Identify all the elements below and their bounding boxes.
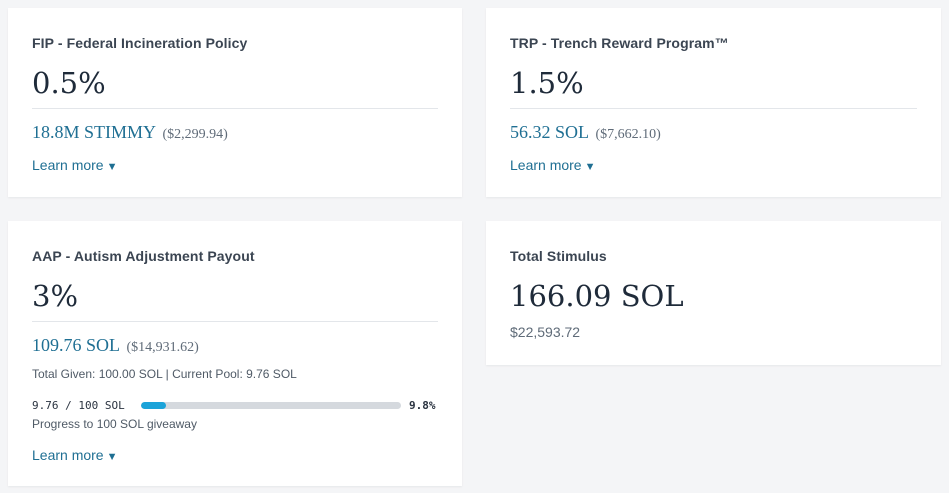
fip-learn-more-link[interactable]: Learn more ▼ (32, 156, 117, 176)
aap-percent: 3% (32, 279, 79, 313)
aap-amount-usd: ($14,931.62) (126, 340, 199, 355)
total-title: Total Stimulus (510, 248, 607, 264)
trp-amount-usd: ($7,662.10) (595, 127, 661, 142)
fip-amount-row: 18.8M STIMMY ($2,299.94) (32, 121, 438, 146)
aap-progress-percent: 9.8% (409, 398, 436, 412)
aap-divider (32, 321, 438, 322)
fip-amount: 18.8M STIMMY (32, 122, 157, 142)
trp-divider (510, 108, 917, 109)
aap-learn-more-label: Learn more (32, 447, 104, 463)
trp-amount-row: 56.32 SOL ($7,662.10) (510, 121, 917, 146)
aap-progress: 9.76 / 100 SOL 9.8% (32, 397, 438, 413)
fip-amount-usd: ($2,299.94) (162, 127, 228, 142)
aap-title: AAP - Autism Adjustment Payout (32, 248, 255, 264)
aap-progress-label: 9.76 / 100 SOL (32, 398, 125, 412)
trp-amount: 56.32 SOL (510, 122, 590, 142)
trp-learn-more-label: Learn more (510, 157, 582, 173)
trp-title: TRP - Trench Reward Program™ (510, 35, 729, 51)
trp-percent: 1.5% (510, 66, 584, 100)
trp-card: TRP - Trench Reward Program™ 1.5% 56.32 … (486, 8, 941, 197)
aap-progress-track (141, 401, 401, 409)
aap-amount-row: 109.76 SOL ($14,931.62) (32, 334, 438, 359)
aap-amount: 109.76 SOL (32, 335, 121, 355)
fip-card: FIP - Federal Incineration Policy 0.5% 1… (8, 8, 462, 197)
trp-learn-more-link[interactable]: Learn more ▼ (510, 156, 595, 176)
total-stimulus-card: Total Stimulus 166.09 SOL $22,593.72 (486, 221, 941, 365)
fip-divider (32, 108, 438, 109)
total-value: 166.09 SOL (510, 279, 684, 313)
aap-progress-fill (141, 401, 167, 409)
total-value-usd: $22,593.72 (510, 324, 581, 340)
caret-down-icon: ▼ (584, 161, 596, 173)
fip-percent: 0.5% (32, 66, 106, 100)
aap-pool-info: Total Given: 100.00 SOL | Current Pool: … (32, 367, 297, 381)
fip-title: FIP - Federal Incineration Policy (32, 35, 248, 51)
caret-down-icon: ▼ (106, 451, 118, 463)
caret-down-icon: ▼ (106, 161, 118, 173)
aap-learn-more-link[interactable]: Learn more ▼ (32, 446, 117, 466)
fip-learn-more-label: Learn more (32, 157, 104, 173)
aap-card: AAP - Autism Adjustment Payout 3% 109.76… (8, 221, 462, 486)
aap-progress-caption: Progress to 100 SOL giveaway (32, 417, 197, 431)
